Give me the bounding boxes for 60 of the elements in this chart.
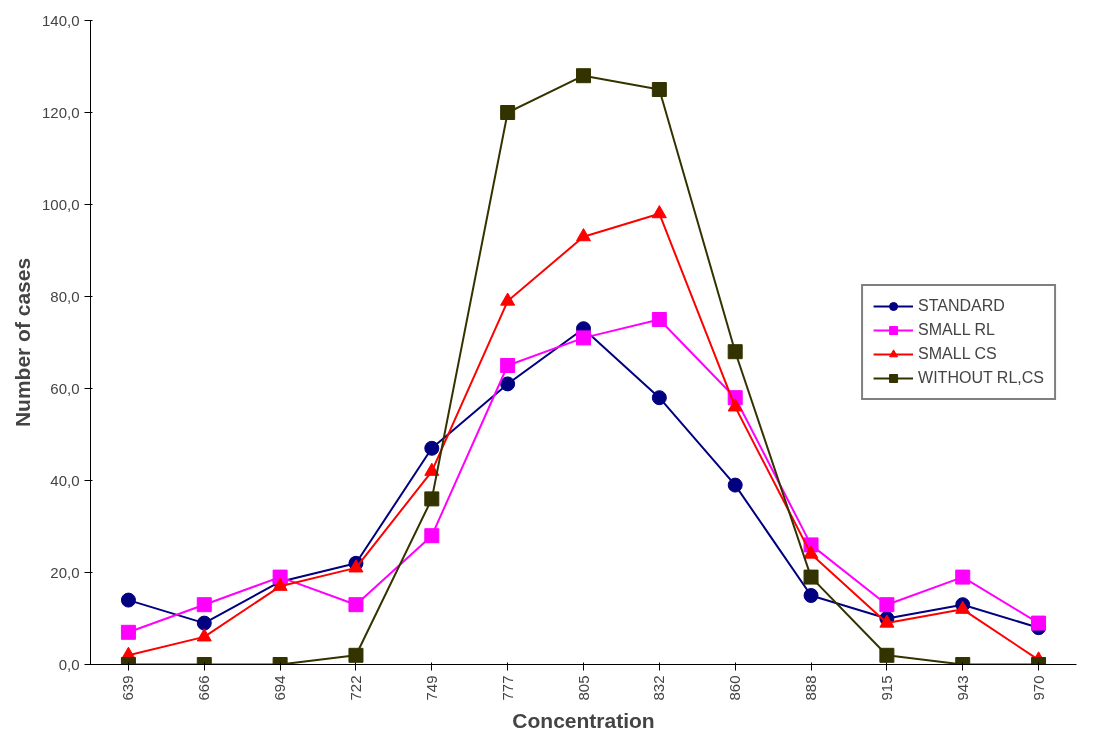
point xyxy=(955,569,971,585)
x-tick-label: 639 xyxy=(119,675,137,701)
legend-label: WITHOUT RL,CS xyxy=(918,369,1044,387)
point xyxy=(651,312,667,327)
point xyxy=(651,390,667,406)
y-tick-label: 80,0 xyxy=(50,287,80,305)
x-tick-label: 860 xyxy=(726,675,744,701)
point xyxy=(500,105,516,120)
point xyxy=(576,330,591,346)
point xyxy=(196,628,212,642)
y-tick-label: 140,0 xyxy=(41,11,80,29)
point xyxy=(424,528,440,544)
x-tick-label: 915 xyxy=(877,675,895,701)
x-tick-label: 694 xyxy=(271,675,289,701)
point xyxy=(727,344,743,360)
x-axis-title: Concentration xyxy=(512,708,655,732)
point xyxy=(879,647,895,663)
point xyxy=(120,624,136,640)
y-tick-label: 120,0 xyxy=(41,103,80,121)
x-tick-label: 888 xyxy=(802,675,820,701)
legend-label: SMALL CS xyxy=(918,345,997,363)
y-tick-label: 20,0 xyxy=(50,563,80,581)
point xyxy=(120,592,136,608)
y-tick-label: 40,0 xyxy=(50,471,80,489)
y-axis-title: Number of cases xyxy=(10,257,34,428)
point xyxy=(651,205,667,219)
point xyxy=(196,615,212,631)
y-tick-label: 100,0 xyxy=(41,195,80,213)
point xyxy=(576,68,591,84)
legend-label: SMALL RL xyxy=(918,321,995,339)
x-tick-label: 805 xyxy=(574,675,592,701)
x-tick-label: 666 xyxy=(195,675,213,701)
point xyxy=(424,440,440,456)
x-tick-label: 777 xyxy=(498,675,516,701)
point xyxy=(803,569,819,585)
x-tick-label: 943 xyxy=(953,675,971,701)
y-tick-label: 0,0 xyxy=(58,655,80,673)
point xyxy=(424,491,440,507)
point xyxy=(424,462,440,476)
point xyxy=(348,597,364,613)
point xyxy=(348,559,364,573)
x-tick-label: 722 xyxy=(346,675,364,701)
point xyxy=(500,376,516,392)
point xyxy=(348,647,364,663)
point xyxy=(803,545,819,559)
x-tick-label: 970 xyxy=(1029,675,1047,701)
y-tick-label: 60,0 xyxy=(50,379,80,397)
point xyxy=(196,597,212,613)
point xyxy=(500,358,516,373)
point xyxy=(803,588,819,603)
point xyxy=(651,82,667,97)
x-tick-label: 832 xyxy=(650,675,668,701)
point xyxy=(727,398,743,412)
point xyxy=(879,597,895,613)
point xyxy=(576,228,591,242)
point xyxy=(500,292,516,306)
x-tick-label: 749 xyxy=(422,675,440,701)
legend-label: STANDARD xyxy=(918,297,1005,315)
point xyxy=(727,477,743,493)
point xyxy=(1031,615,1047,631)
